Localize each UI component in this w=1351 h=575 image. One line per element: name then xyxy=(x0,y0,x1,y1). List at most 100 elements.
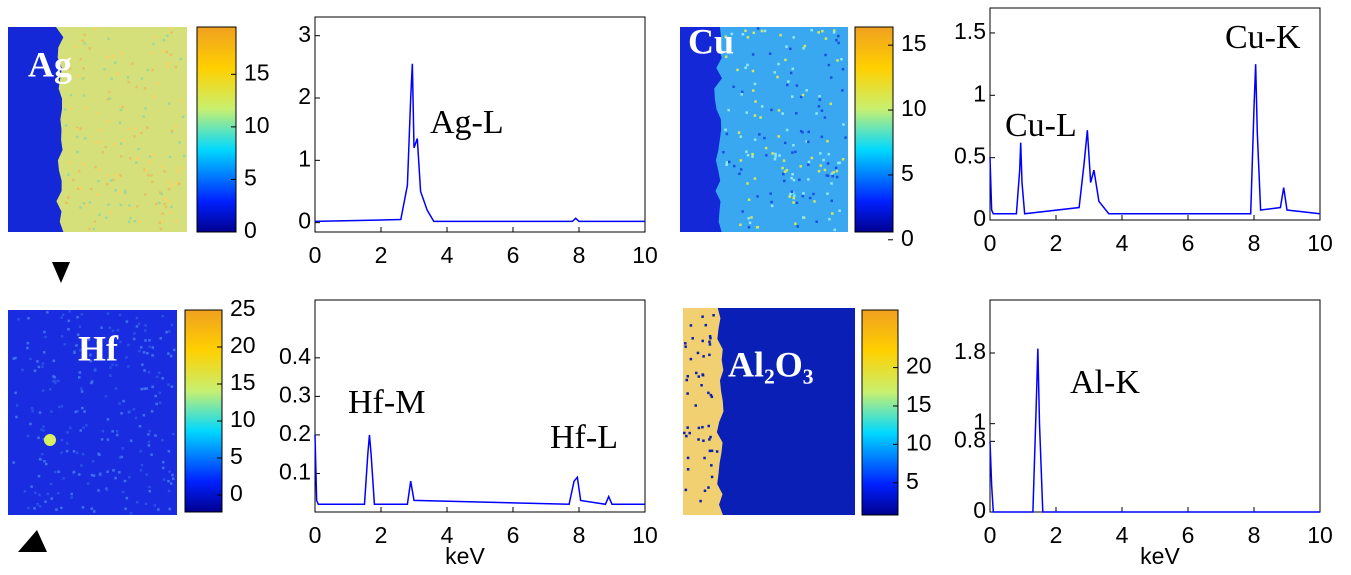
map-speckle xyxy=(104,145,107,149)
map-speckle xyxy=(174,65,177,69)
x-axis-label: keV xyxy=(1140,543,1180,569)
map-speckle xyxy=(732,85,735,89)
map-speckle xyxy=(177,170,180,174)
map-speckle xyxy=(98,473,102,476)
map-speckle xyxy=(148,345,151,349)
map-speckle xyxy=(746,36,750,39)
map-speckle xyxy=(835,175,839,179)
map-speckle xyxy=(110,77,113,81)
map-speckle xyxy=(34,491,37,494)
map-speckle xyxy=(97,168,101,171)
map-speckle xyxy=(76,315,79,319)
map-speckle xyxy=(106,418,110,421)
y-tick-label: 0 xyxy=(973,205,986,231)
map-speckle xyxy=(31,409,34,413)
map-speckle xyxy=(27,316,30,320)
map-speckle xyxy=(158,401,162,405)
map-speckle xyxy=(801,194,805,198)
map-speckle xyxy=(80,387,83,390)
map-speckle xyxy=(140,131,143,135)
peak-annotation: Hf-L xyxy=(550,419,618,456)
map-speckle xyxy=(789,47,792,51)
map-speckle xyxy=(747,217,750,220)
map-speckle xyxy=(710,464,713,467)
map-speckle xyxy=(182,154,186,158)
map-speckle xyxy=(739,135,743,138)
map-speckle xyxy=(161,377,164,380)
map-speckle xyxy=(94,27,97,31)
map-speckle xyxy=(112,469,115,472)
map-speckle xyxy=(30,485,33,488)
map-speckle xyxy=(106,119,110,123)
x-tick-label: 4 xyxy=(441,522,454,548)
map-speckle xyxy=(125,496,129,500)
map-speckle xyxy=(826,174,830,177)
map-speckle xyxy=(171,473,174,477)
y-tick-label: 0 xyxy=(973,497,986,523)
map-speckle xyxy=(820,109,824,112)
map-speckle xyxy=(161,220,164,223)
map-speckle xyxy=(66,173,70,176)
map-speckle xyxy=(106,174,109,177)
map-speckle xyxy=(172,477,175,480)
map-speckle xyxy=(106,312,110,315)
map-speckle xyxy=(790,190,794,193)
map-speckle xyxy=(135,325,139,328)
map-speckle xyxy=(21,368,24,372)
map-speckle xyxy=(76,187,80,191)
map-speckle xyxy=(736,68,739,72)
colorbar-tick-label: 10 xyxy=(230,406,256,432)
x-tick-label: 10 xyxy=(632,242,658,268)
colorbar xyxy=(854,26,894,233)
map-speckle xyxy=(67,328,70,331)
map-speckle xyxy=(748,221,752,225)
map-speckle xyxy=(12,461,15,464)
peak-annotation: Al-K xyxy=(1070,364,1140,401)
y-tick-label: 1.5 xyxy=(954,18,986,44)
map-speckle xyxy=(50,410,53,413)
map-speckle xyxy=(60,451,63,454)
map-region xyxy=(683,308,724,515)
map-speckle xyxy=(92,227,96,231)
map-speckle xyxy=(146,68,150,72)
map-speckle xyxy=(724,35,728,38)
map-speckle xyxy=(710,395,714,399)
map-speckle xyxy=(701,315,704,318)
map-speckle xyxy=(117,175,120,178)
map-speckle xyxy=(822,158,825,162)
map-speckle xyxy=(164,205,168,209)
map-speckle xyxy=(685,434,688,438)
map-speckle xyxy=(151,346,155,349)
map-speckle xyxy=(801,130,804,134)
map-speckle xyxy=(747,198,751,201)
map-speckle xyxy=(703,456,706,460)
map-speckle xyxy=(143,387,146,391)
map-speckle xyxy=(65,201,68,205)
map-speckle xyxy=(727,108,730,112)
map-speckle xyxy=(835,38,838,42)
map-speckle xyxy=(78,325,82,328)
map-speckle xyxy=(26,346,29,350)
map-speckle xyxy=(98,128,102,132)
map-speckle xyxy=(153,504,157,507)
map-label: Ag xyxy=(28,44,72,84)
map-speckle xyxy=(58,405,61,409)
peak-annotation: Cu-K xyxy=(1225,19,1301,56)
map-speckle xyxy=(174,219,178,223)
map-speckle xyxy=(119,203,123,207)
map-speckle xyxy=(807,163,810,167)
map-speckle xyxy=(41,365,44,369)
map-speckle xyxy=(169,354,173,358)
map-speckle xyxy=(64,124,68,127)
map-speckle xyxy=(96,193,99,196)
map-speckle xyxy=(701,425,704,429)
map-speckle xyxy=(122,399,125,403)
map-speckle xyxy=(712,314,715,317)
map-speckle xyxy=(80,313,84,316)
map-speckle xyxy=(111,430,114,433)
map-speckle xyxy=(739,223,742,227)
map-speckle xyxy=(43,330,46,334)
map-speckle xyxy=(83,410,86,413)
map-speckle xyxy=(746,182,749,185)
map-speckle xyxy=(157,371,161,375)
